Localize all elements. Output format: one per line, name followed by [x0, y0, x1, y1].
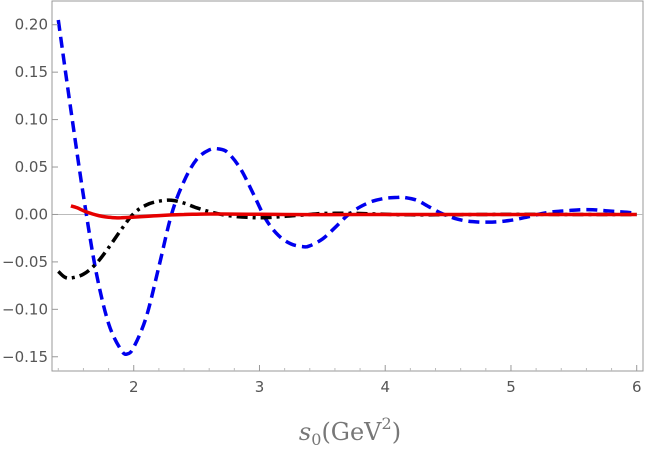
x-tick-label: 5 [506, 378, 516, 396]
series-line-3 [70, 204, 637, 220]
x-axis-ticks: 2 3 4 5 6 [57, 365, 642, 396]
y-tick-label: 0.10 [15, 111, 48, 129]
series-layer [56, 19, 637, 357]
x-tick-label: 4 [380, 378, 390, 396]
x-axis-title-unit-open: (GeV [321, 418, 382, 446]
y-tick-label: −0.15 [2, 348, 48, 366]
y-tick-label: −0.10 [2, 300, 48, 318]
y-axis-ticks: 0.20 0.15 0.10 0.05 0.00 −0.05 −0.10 −0.15 [2, 16, 58, 366]
x-axis-title-subscript: 0 [311, 430, 321, 449]
x-tick-label: 2 [129, 378, 139, 396]
x-tick-label: 6 [632, 378, 642, 396]
y-tick-label: 0.05 [15, 158, 48, 176]
plot-frame [51, 0, 644, 372]
y-tick-label: 0.15 [15, 63, 48, 81]
y-tick-label: 0.20 [15, 16, 48, 34]
x-axis-title-superscript: 2 [382, 414, 392, 433]
x-axis-title-base: s [299, 418, 311, 446]
y-tick-label: 0.00 [15, 205, 48, 223]
y-tick-label: −0.05 [2, 253, 48, 271]
x-axis-title: s0(GeV2) [299, 414, 401, 449]
series-line-2 [57, 198, 637, 280]
series-line-1 [56, 19, 637, 357]
x-tick-label: 3 [255, 378, 265, 396]
x-axis-title-unit-close: ) [392, 418, 401, 446]
